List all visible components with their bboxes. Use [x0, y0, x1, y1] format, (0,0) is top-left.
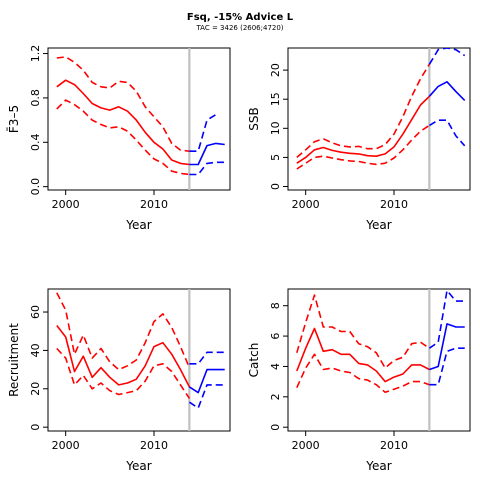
y-tick-label: 1.2: [29, 45, 42, 63]
y-tick-label: 20: [29, 382, 42, 396]
plot-frame: [47, 288, 231, 432]
x-axis-label: Year: [365, 218, 391, 232]
series-line-historical-upper: [296, 294, 430, 369]
series-line-historical-upper: [56, 56, 190, 152]
series-line-historical-upper: [56, 292, 191, 371]
y-tick-label: 40: [29, 343, 42, 357]
series-line-historical-median: [56, 325, 191, 388]
figure-subtitle: TAC = 3426 (2606;4720): [195, 24, 283, 32]
plot-frame: [287, 288, 471, 432]
series-line-historical-lower: [56, 347, 191, 399]
x-tick-label: 2010: [140, 198, 168, 211]
y-tick-label: 10: [269, 121, 282, 135]
series-line-projection-upper: [189, 113, 217, 152]
series-line-historical-lower: [296, 124, 430, 170]
y-tick-label: 2: [269, 393, 282, 400]
y-tick-label: 0: [269, 183, 282, 190]
x-tick-label: 2000: [292, 439, 320, 452]
series-line-projection-lower: [428, 119, 466, 147]
y-tick-label: 4: [269, 363, 282, 370]
y-tick-label: 0: [269, 424, 282, 431]
x-tick-label: 2000: [52, 439, 80, 452]
panel-f-bar: 2000 2010 0.0 0.4 0.8 1.2 Year F̄3–5: [7, 45, 231, 232]
series-line-historical-lower: [56, 99, 190, 176]
series-line-projection-median: [188, 368, 225, 394]
x-tick-label: 2000: [52, 198, 80, 211]
y-tick-label: 15: [269, 92, 282, 106]
series-line-projection-lower: [188, 384, 225, 409]
y-tick-label: 0.8: [29, 89, 42, 107]
figure-title: Fsq, -15% Advice L: [187, 12, 294, 23]
series-line-projection-median: [428, 81, 466, 101]
y-tick-label: 0.0: [29, 178, 42, 196]
x-axis-label: Year: [365, 459, 391, 473]
panel-recruitment: 2000 2010 0 20 40 60 Year Recruitment: [7, 288, 231, 473]
y-axis-label: Catch: [247, 343, 261, 378]
y-axis-label: SSB: [247, 107, 261, 130]
series-line-projection-upper: [428, 48, 466, 65]
y-tick-label: 8: [269, 302, 282, 309]
x-tick-label: 2000: [292, 198, 320, 211]
y-tick-label: 60: [29, 305, 42, 319]
y-tick-label: 0: [29, 424, 42, 431]
series-line-historical-lower: [296, 353, 430, 394]
plot-frame: [47, 47, 231, 191]
y-axis-label: F̄3–5: [7, 105, 21, 133]
x-axis-label: Year: [125, 218, 151, 232]
y-axis-label: Recruitment: [7, 323, 21, 397]
x-tick-label: 2010: [140, 439, 168, 452]
panel-ssb: 2000 2010 0 5 10 15 20 Year SSB: [247, 47, 471, 232]
series-line-historical-median: [296, 327, 430, 383]
panel-catch: 2000 2010 0 2 4 6 8 Year Catch: [247, 288, 471, 473]
y-tick-label: 0.4: [29, 134, 42, 152]
series-line-projection-lower: [189, 161, 225, 176]
y-tick-label: 20: [269, 63, 282, 77]
series-line-historical-median: [56, 79, 190, 166]
series-line-projection-median: [429, 323, 465, 371]
x-tick-label: 2010: [380, 439, 408, 452]
plot-frame: [287, 47, 471, 191]
y-tick-label: 6: [269, 333, 282, 340]
series-line-projection-median: [189, 142, 225, 166]
y-tick-label: 5: [269, 154, 282, 161]
x-axis-label: Year: [125, 459, 151, 473]
series-line-historical-median: [296, 95, 430, 164]
series-line-projection-upper: [428, 289, 465, 349]
series-line-projection-lower: [429, 347, 465, 386]
series-line-projection-upper: [189, 351, 225, 365]
series-line-historical-upper: [296, 63, 431, 159]
x-tick-label: 2010: [380, 198, 408, 211]
